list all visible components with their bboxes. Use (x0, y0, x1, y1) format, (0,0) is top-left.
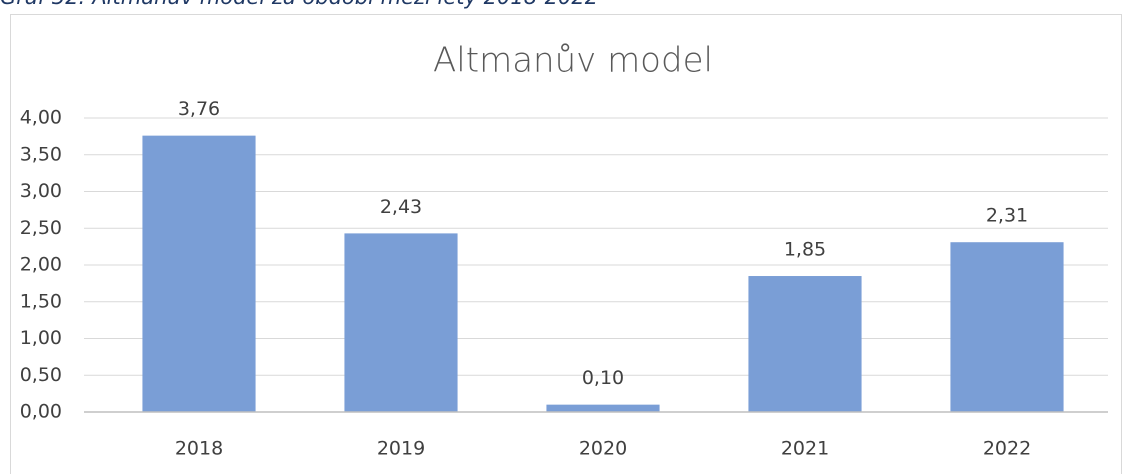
y-tick-label: 1,00 (20, 327, 62, 349)
x-tick-label: 2018 (175, 438, 223, 460)
y-tick-label: 0,50 (20, 364, 62, 386)
x-tick-label: 2020 (579, 438, 627, 460)
bar (950, 242, 1064, 412)
data-label: 2,31 (986, 205, 1028, 227)
y-tick-label: 2,00 (20, 254, 62, 276)
x-tick-label: 2021 (781, 438, 829, 460)
y-tick-label: 3,00 (20, 180, 62, 202)
y-tick-label: 1,50 (20, 290, 62, 312)
y-tick-label: 4,00 (20, 107, 62, 129)
y-tick-label: 0,00 (20, 401, 62, 423)
data-label: 1,85 (784, 239, 826, 261)
bar (546, 404, 660, 412)
bar (344, 233, 458, 412)
x-tick-label: 2022 (983, 438, 1031, 460)
y-tick-label: 2,50 (20, 217, 62, 239)
caption: Graf 32: Altmanův model za období mezi l… (0, 0, 598, 9)
data-label: 3,76 (178, 98, 220, 120)
data-label: 0,10 (582, 367, 624, 389)
x-tick-label: 2019 (377, 438, 425, 460)
bar (748, 276, 862, 412)
data-label: 2,43 (380, 196, 422, 218)
chart-title: Altmanův model (433, 41, 713, 81)
y-tick-label: 3,50 (20, 143, 62, 165)
bar (142, 135, 256, 412)
